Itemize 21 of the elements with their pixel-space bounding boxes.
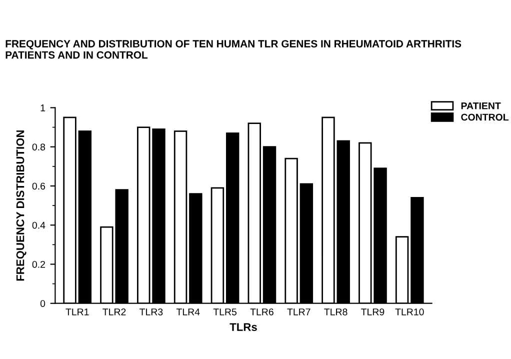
y-tick-label: 0.2 xyxy=(32,260,45,268)
x-tick-label: TLR10 xyxy=(395,308,424,316)
y-tick-label: 0.8 xyxy=(32,144,46,150)
y-tick-label: 1 xyxy=(40,104,45,112)
x-tick-label: TLR4 xyxy=(176,308,200,316)
legend-label: PATIENT xyxy=(461,102,501,110)
x-tick-label: TLR2 xyxy=(102,308,126,316)
x-tick-label: TLR6 xyxy=(250,308,274,316)
x-tick-label: TLR8 xyxy=(324,308,348,316)
y-tick-label: 0.6 xyxy=(32,182,46,190)
legend-label: CONTROL xyxy=(461,114,509,121)
x-tick-label: TLR3 xyxy=(140,308,163,316)
y-axis-title: FREQUENCY DISTRIBUTION xyxy=(16,130,26,281)
x-axis-title: TLRs xyxy=(230,323,257,331)
x-tick-label: TLR9 xyxy=(361,308,384,316)
x-tick-label: TLR5 xyxy=(213,308,237,316)
y-tick-label: 0 xyxy=(40,300,46,307)
chart-title: FREQUENCY AND DISTRIBUTION OF TEN HUMAN TLR GENES IN RHEUMATOID ARTHRITIS PATIENTS AND IN CONTROL xyxy=(6,40,462,59)
x-tick-label: TLR7 xyxy=(287,308,310,316)
x-tick-label: TLR1 xyxy=(66,308,89,316)
y-tick-label: 0.4 xyxy=(32,222,46,229)
